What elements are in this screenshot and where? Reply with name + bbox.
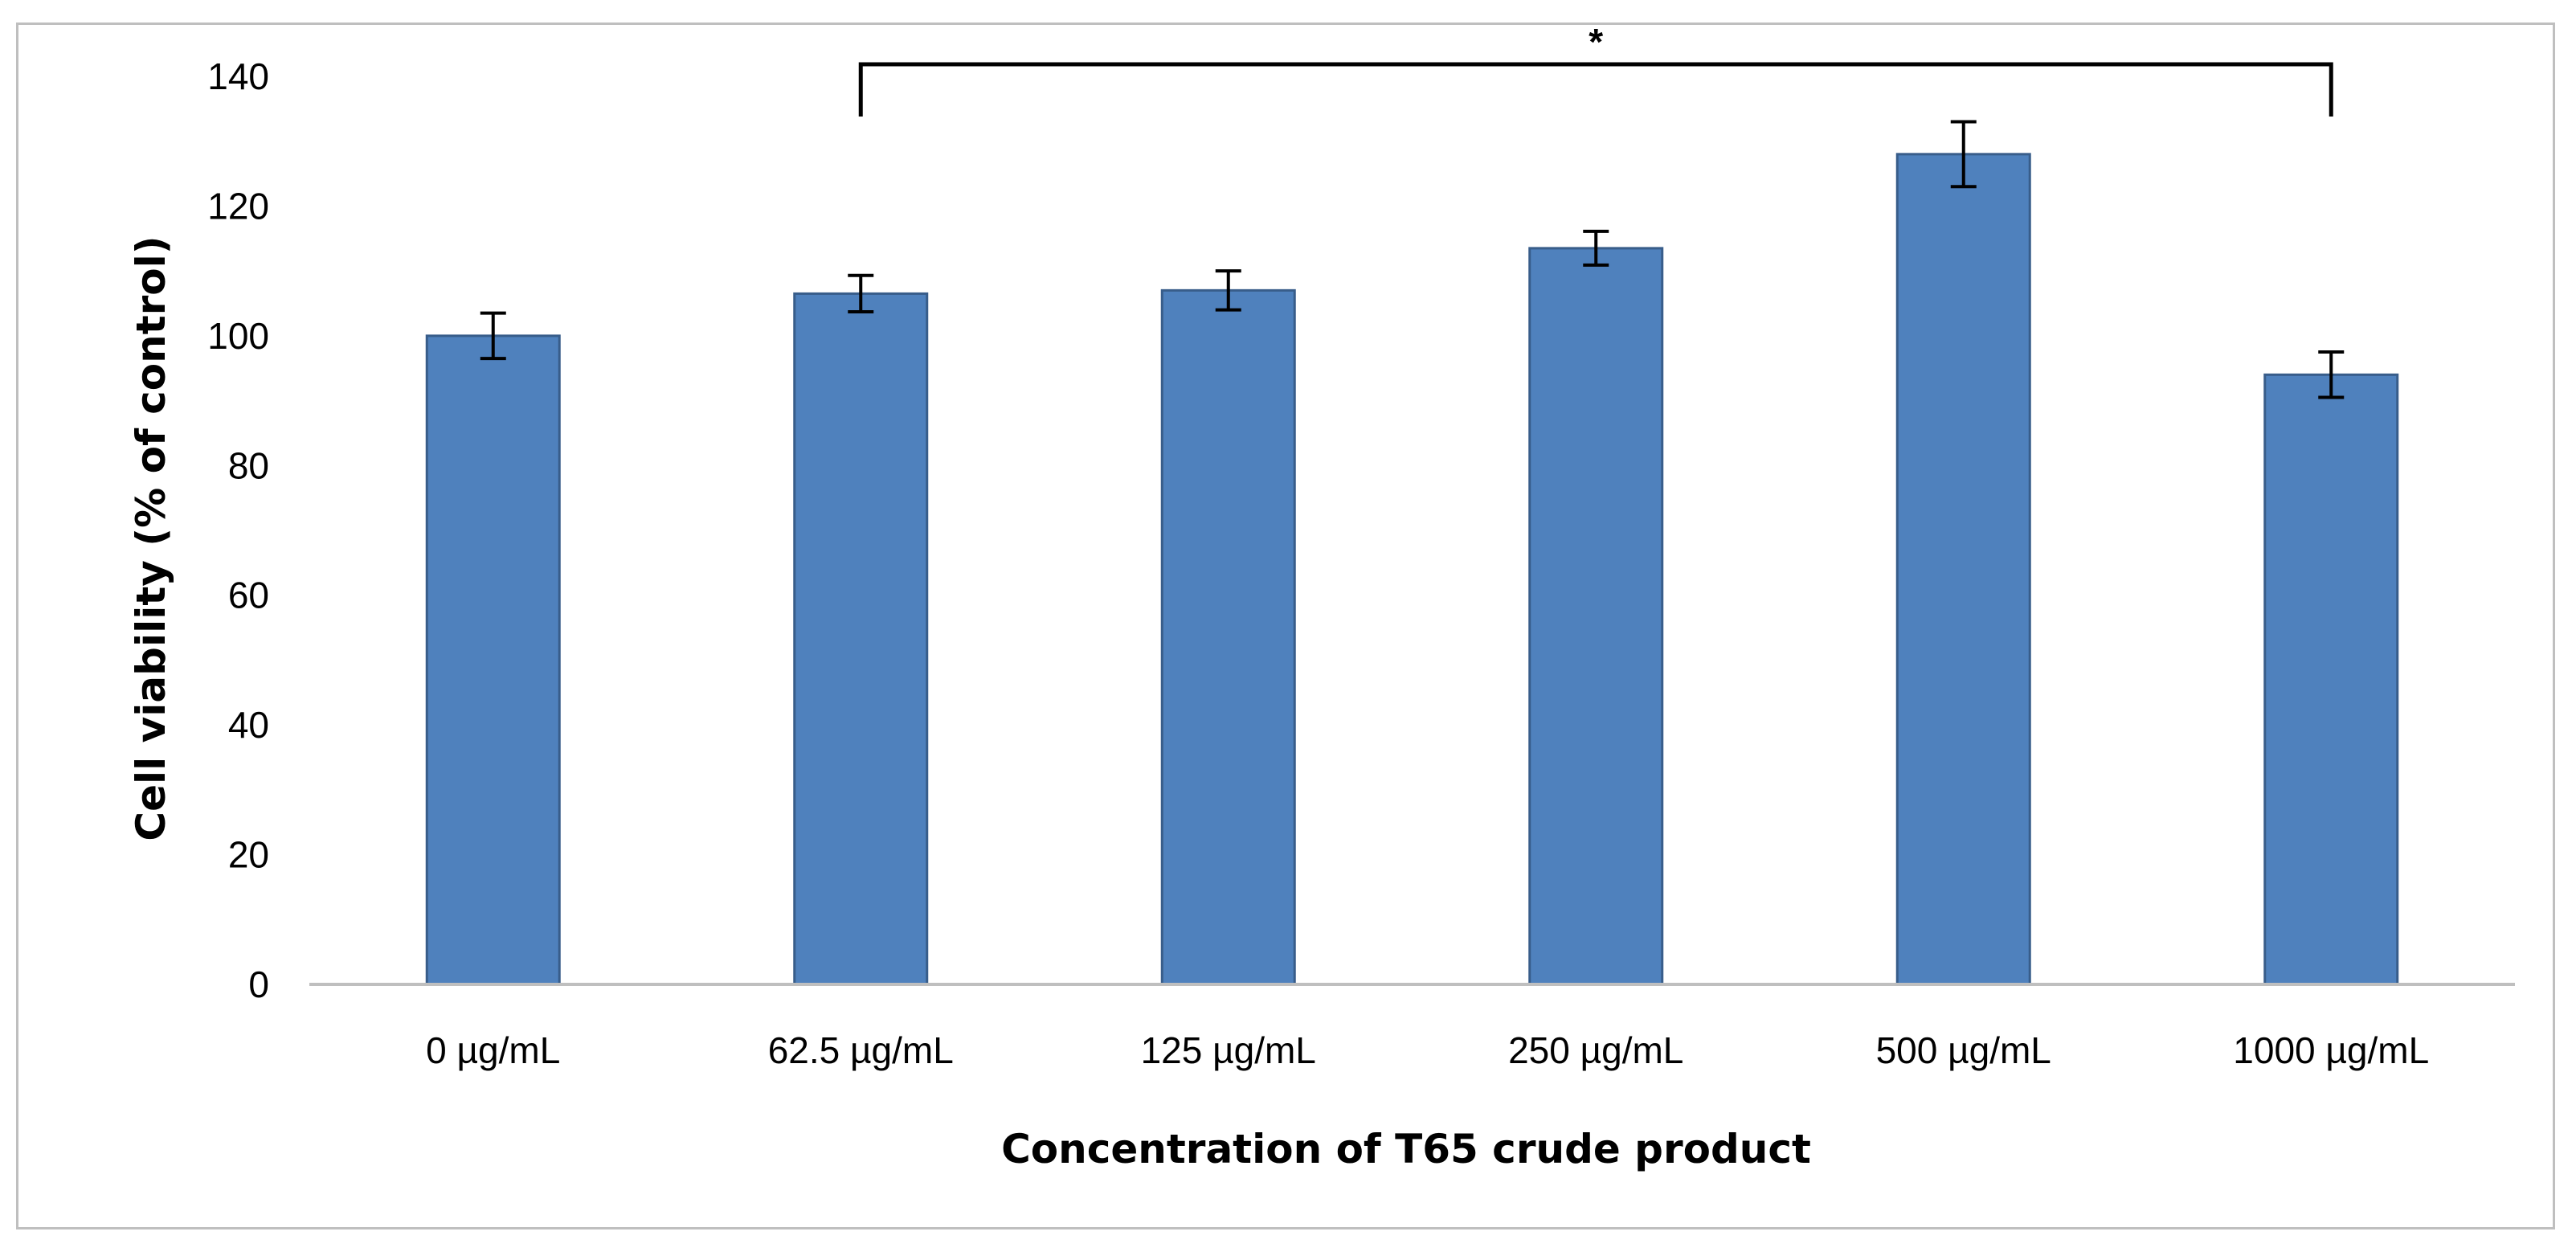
error-bar [1950, 120, 1977, 189]
x-tick-label: 62.5 µg/mL [768, 1029, 954, 1071]
bar [2263, 373, 2399, 986]
bar [1528, 247, 1664, 986]
y-tick-label: 60 [228, 575, 269, 616]
y-axis-ticks: 0 20 40 60 80 100 120 140 [207, 55, 269, 1005]
y-tick-label: 0 [248, 963, 269, 1005]
error-bar [1583, 229, 1609, 267]
bar [425, 334, 561, 986]
y-tick-label: 120 [207, 185, 269, 227]
y-tick-label: 140 [207, 55, 269, 97]
bar [1895, 153, 2031, 986]
y-tick-label: 80 [228, 444, 269, 486]
x-tick-label: 125 µg/mL [1141, 1029, 1316, 1071]
bar [1160, 288, 1296, 986]
y-tick-label: 20 [228, 834, 269, 876]
x-axis-tick-labels: 0 µg/mL 62.5 µg/mL 125 µg/mL 250 µg/mL 500 µ… [426, 1029, 2429, 1071]
error-bar [848, 273, 874, 313]
y-tick-label: 100 [207, 315, 269, 357]
x-tick-label: 1000 µg/mL [2233, 1029, 2429, 1071]
y-tick-label: 40 [228, 704, 269, 746]
x-tick-label: 0 µg/mL [426, 1029, 560, 1071]
x-tick-label: 500 µg/mL [1876, 1029, 2051, 1071]
error-bar [2318, 350, 2345, 399]
error-bar [1215, 269, 1241, 312]
significance-bracket: * [858, 21, 2333, 117]
bars [425, 153, 2399, 986]
significance-label: * [1589, 21, 1603, 63]
significance-line [858, 62, 2333, 117]
y-axis-title: Cell viability (% of control) [128, 235, 174, 841]
error-bars [480, 120, 2345, 399]
error-bar [480, 311, 506, 361]
x-axis-title: Concentration of T65 crude product [1001, 1126, 1811, 1172]
bar [793, 292, 929, 986]
x-tick-label: 250 µg/mL [1508, 1029, 1683, 1071]
